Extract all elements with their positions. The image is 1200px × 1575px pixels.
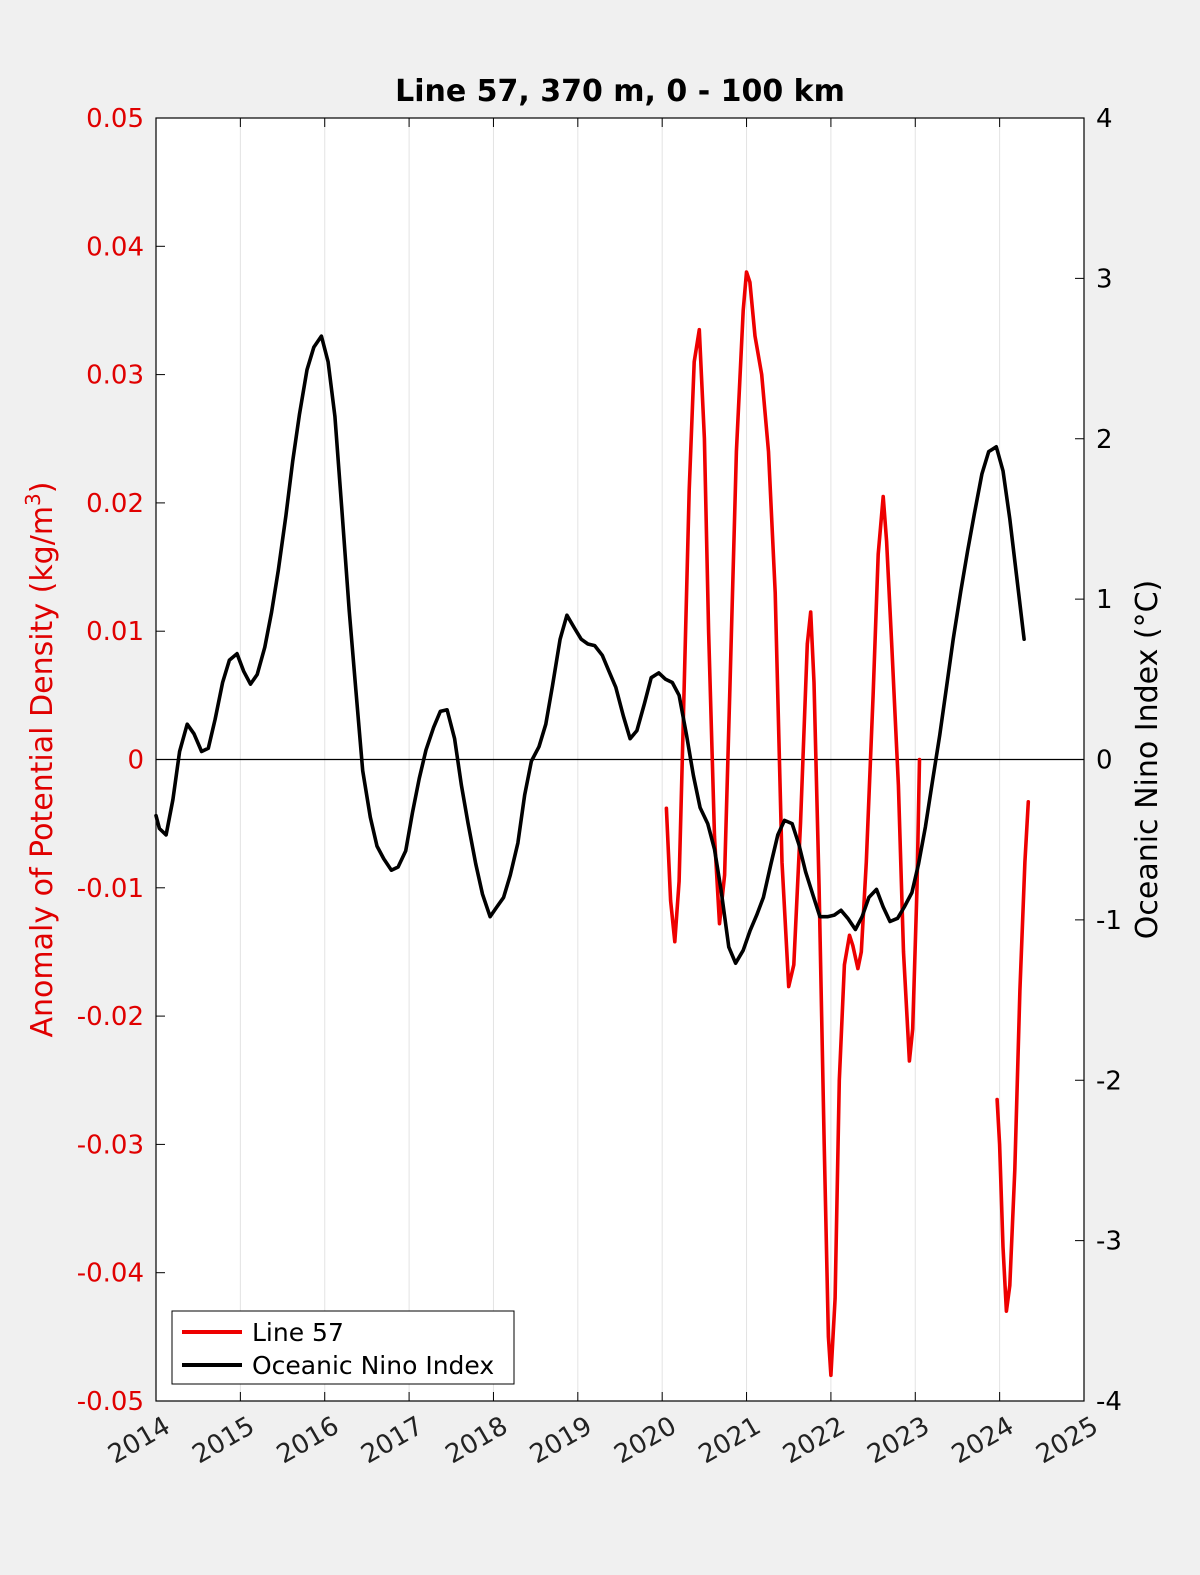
legend-label-oni: Oceanic Nino Index [252,1351,494,1380]
y-right-tick-label: -4 [1096,1387,1122,1417]
y-right-tick-label: -3 [1096,1227,1122,1257]
x-tick-label: 2021 [694,1411,766,1470]
series-line57-line [995,800,1031,1313]
x-tick-label: 2019 [525,1411,597,1470]
x-tick-label: 2016 [272,1411,344,1470]
y-left-tick-label: 0 [127,746,144,776]
series-group [154,270,1031,1378]
y-right-tick-label: 2 [1096,425,1113,455]
y-left-tick-label: -0.04 [77,1259,144,1289]
x-tick-label: 2017 [356,1411,428,1470]
y-left-tick-label: 0.05 [86,104,144,134]
series-oni-line [154,334,1026,965]
ticks: 2014 2015 2016 2017 2018 2019 2020 2021 2022 2023… [77,104,1122,1470]
x-tick-label: 2023 [862,1411,934,1470]
x-tick-label: 2018 [441,1411,513,1470]
x-tick-label: 2015 [188,1411,260,1470]
x-tick-label: 2024 [947,1411,1019,1470]
y-right-tick-label: -2 [1096,1066,1122,1096]
y-left-tick-label: 0.04 [86,232,144,262]
x-tick-label: 2025 [1031,1411,1103,1470]
y-left-tick-label: -0.05 [77,1387,144,1417]
y-right-tick-label: 4 [1096,104,1113,134]
y-right-tick-label: -1 [1096,906,1122,936]
series-line57-line [664,270,922,1378]
x-tick-label: 2014 [103,1411,175,1470]
legend: Line 57 Oceanic Nino Index [171,1310,515,1385]
y-left-tick-label: 0.03 [86,361,144,391]
y-left-tick-label: -0.02 [77,1002,144,1032]
y-right-tick-label: 1 [1096,585,1113,615]
y-right-tick-label: 3 [1096,264,1113,294]
x-tick-label: 2022 [778,1411,850,1470]
y-left-tick-label: 0.01 [86,617,144,647]
x-tick-label: 2020 [609,1411,681,1470]
y-left-tick-label: -0.03 [77,1130,144,1160]
y-axis-right-label: Oceanic Nino Index (°C) [1130,580,1165,940]
y-left-tick-label: 0.02 [86,489,144,519]
y-axis-left-label: Anomaly of Potential Density (kg/m3) [21,481,60,1037]
y-left-tick-label: -0.01 [77,874,144,904]
y-right-tick-label: 0 [1096,746,1113,776]
legend-label-line57: Line 57 [252,1318,344,1347]
chart-title: Line 57, 370 m, 0 - 100 km [395,74,845,109]
legend-box [171,1310,515,1385]
